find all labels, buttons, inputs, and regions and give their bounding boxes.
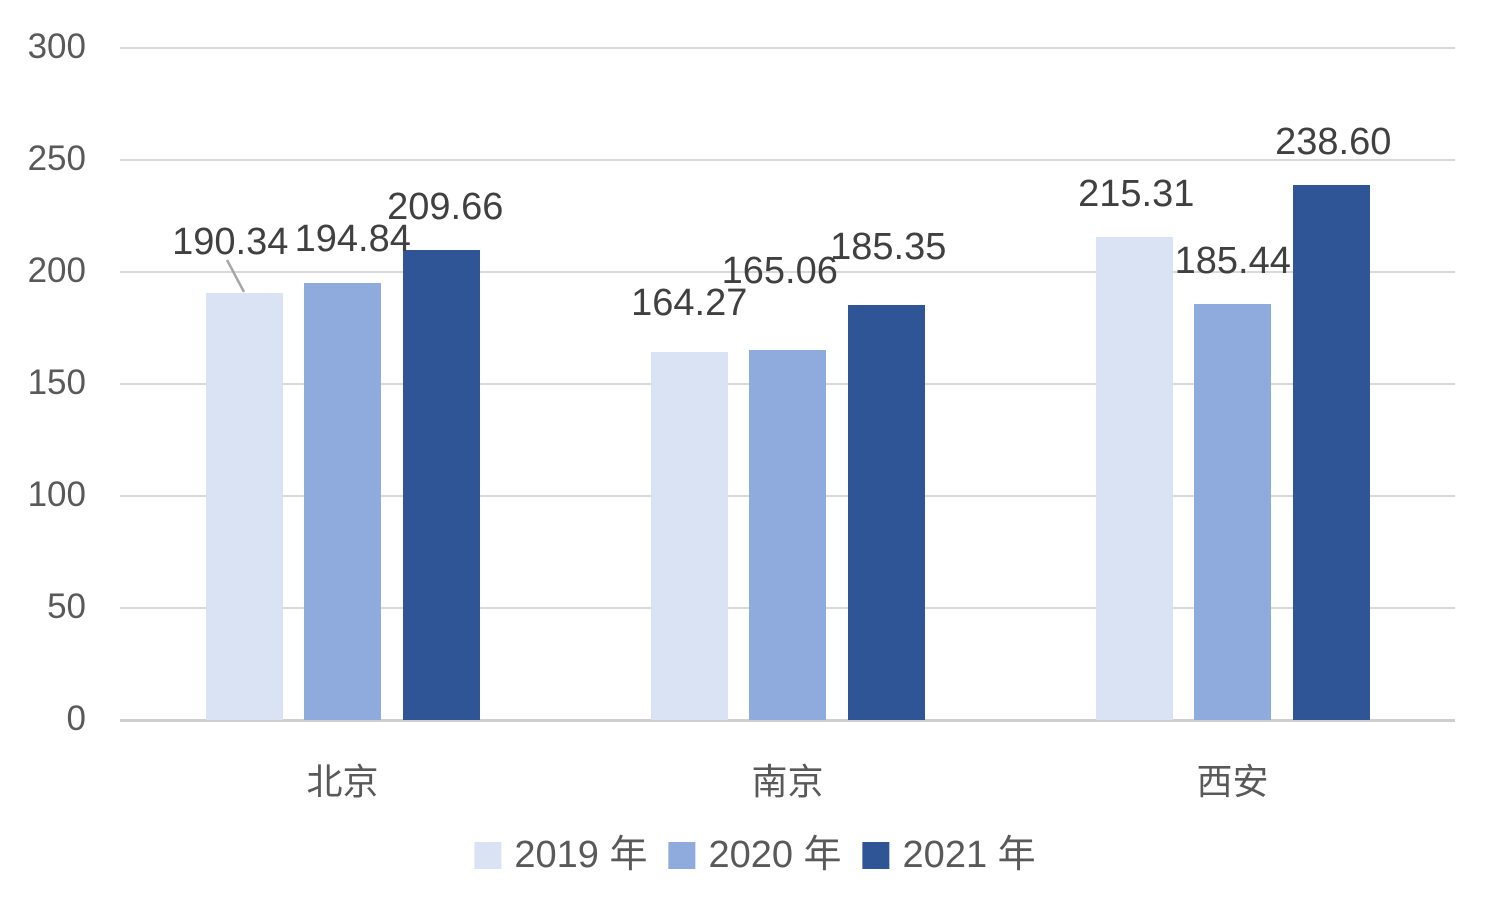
bar xyxy=(1095,237,1173,720)
y-tick-label: 250 xyxy=(27,138,86,178)
category-label: 北京 xyxy=(306,761,379,802)
data-label: 185.44 xyxy=(1174,240,1291,283)
category-label: 西安 xyxy=(1196,761,1269,802)
y-tick-label: 0 xyxy=(66,699,86,738)
legend-swatch xyxy=(474,841,502,869)
data-label: 185.35 xyxy=(830,225,947,268)
data-label: 215.31 xyxy=(1078,173,1195,216)
bar xyxy=(205,293,283,720)
bar xyxy=(650,351,728,720)
y-tick-label: 300 xyxy=(27,26,86,66)
bar xyxy=(847,304,925,720)
legend-label: 2019 年 xyxy=(514,834,648,876)
legend: 2019 年 2020 年 2021 年 xyxy=(474,834,1036,876)
gridline xyxy=(120,270,1455,273)
legend-item: 2019 年 xyxy=(474,836,647,874)
bar xyxy=(304,283,382,720)
y-tick-label: 150 xyxy=(27,362,86,402)
bar xyxy=(402,250,480,720)
y-tick-label: 100 xyxy=(27,474,86,514)
legend-label: 2020 年 xyxy=(708,834,842,876)
data-label: 190.34 xyxy=(172,221,289,264)
bar xyxy=(1194,304,1272,720)
data-label: 238.60 xyxy=(1275,121,1392,164)
gridline xyxy=(120,158,1455,161)
bar xyxy=(1292,185,1370,720)
data-label-leader-line xyxy=(225,259,246,293)
data-label: 165.06 xyxy=(721,249,838,292)
data-label: 194.84 xyxy=(294,218,411,261)
legend-item: 2021 年 xyxy=(862,834,1036,876)
y-tick-label: 200 xyxy=(27,250,86,290)
legend-swatch xyxy=(862,841,890,869)
data-label: 209.66 xyxy=(387,186,504,228)
legend-label: 2021 年 xyxy=(902,834,1036,876)
category-label: 南京 xyxy=(751,761,824,802)
bar xyxy=(749,349,827,720)
x-axis-line xyxy=(120,718,1455,722)
legend-swatch xyxy=(668,841,696,869)
data-label: 164.27 xyxy=(631,281,748,324)
y-tick-label: 50 xyxy=(47,586,86,626)
gridline xyxy=(120,46,1455,49)
legend-item: 2020 年 xyxy=(668,834,842,876)
